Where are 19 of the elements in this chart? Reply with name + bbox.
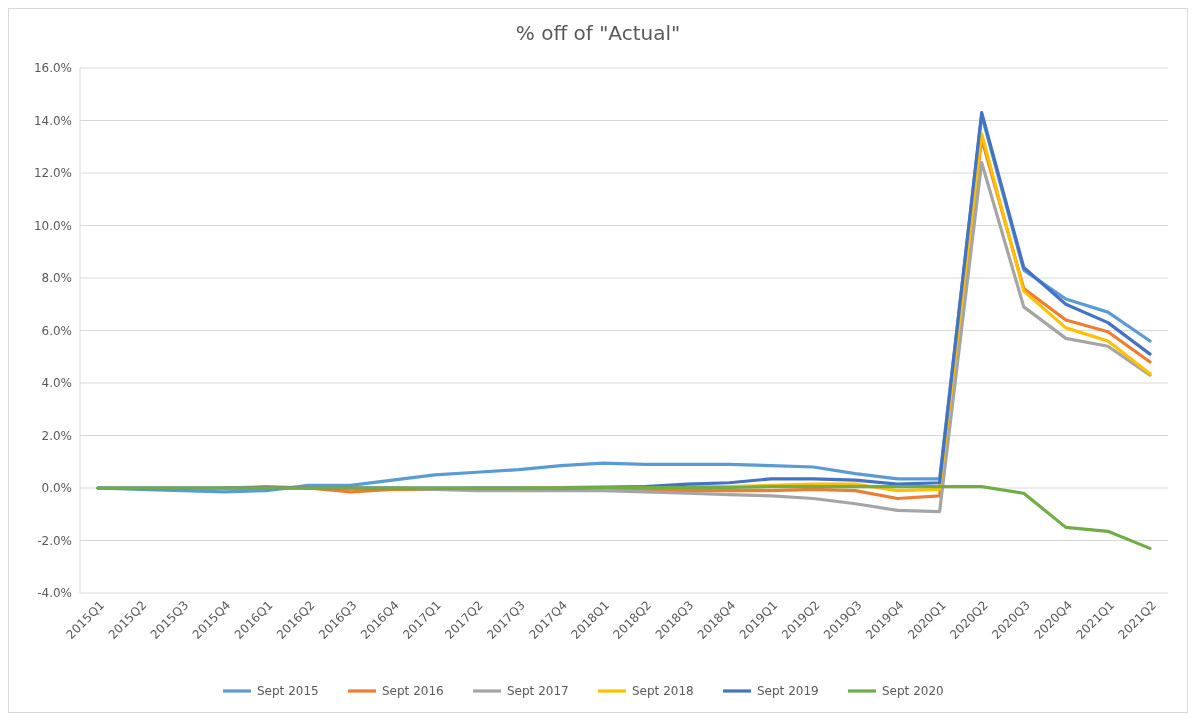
- legend-label: Sept 2019: [757, 684, 819, 699]
- legend-label: Sept 2016: [382, 684, 444, 699]
- y-tick-label: 8.0%: [41, 271, 72, 286]
- legend-label: Sept 2017: [507, 684, 569, 699]
- legend-label: Sept 2018: [632, 684, 694, 699]
- line-series: [96, 485, 1152, 550]
- y-tick-label: 12.0%: [33, 166, 72, 181]
- y-tick-label: 2.0%: [41, 428, 72, 443]
- y-tick-label: 4.0%: [41, 376, 72, 391]
- y-tick-label: 0.0%: [41, 481, 72, 496]
- y-tick-label: 6.0%: [41, 323, 72, 338]
- legend-label: Sept 2020: [882, 684, 944, 699]
- y-tick-label: -2.0%: [37, 533, 72, 548]
- y-tick-label: 14.0%: [33, 113, 72, 128]
- chart-title: % off of "Actual": [515, 21, 681, 45]
- legend-label: Sept 2015: [257, 684, 319, 699]
- y-tick-label: -4.0%: [37, 586, 72, 601]
- y-tick-label: 10.0%: [33, 218, 72, 233]
- y-tick-label: 16.0%: [33, 61, 72, 76]
